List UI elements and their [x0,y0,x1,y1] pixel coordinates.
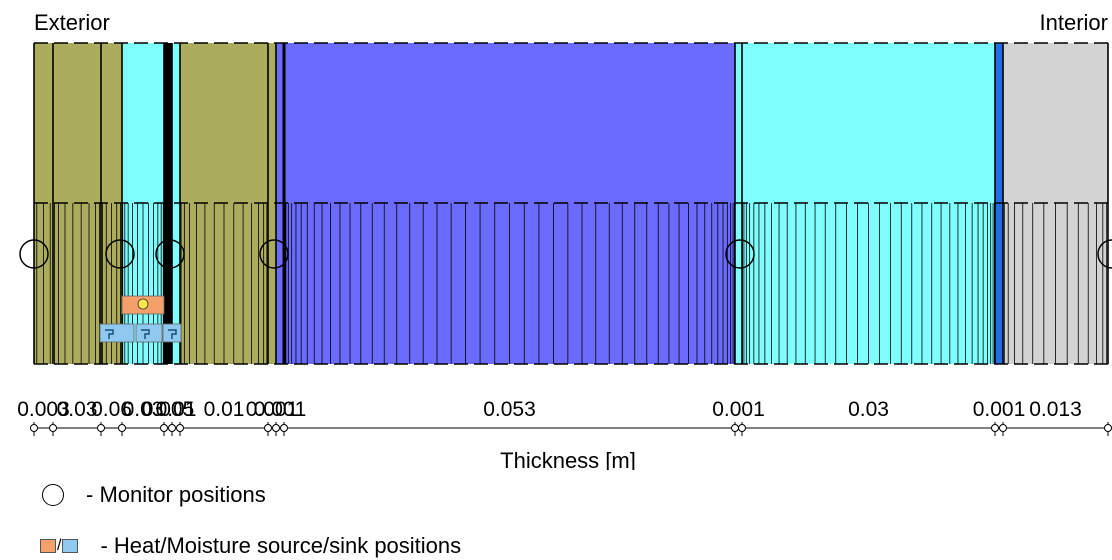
axis-node [30,424,38,432]
axis-node [991,424,999,432]
tap-icon [141,329,150,339]
axis-node [264,424,272,432]
axis-node [97,424,105,432]
monitor-circle [155,239,185,269]
axis-node [738,424,746,432]
thickness-tick-label: 0.06 [91,398,132,421]
thickness-tick-label: 0.01 [156,398,197,421]
monitor-circle [19,239,49,269]
monitor-circle-icon [42,484,64,506]
thickness-tick-label: 0.003 [17,398,70,421]
thickness-tick-label: 0.001 [254,398,307,421]
grid-lines [33,42,1109,365]
thickness-tick-label: 0.03 [848,398,889,421]
interior-label: Interior [1039,10,1108,35]
legend-source: / - Heat/Moisture source/sink positions [40,533,461,559]
monitor-circle [259,239,289,269]
monitor-markers [19,239,1112,269]
axis-title: Thickness [m] [500,448,636,470]
monitor-circle [105,239,135,269]
thickness-tick-label: 0.001 [712,398,765,421]
axis-node [272,424,280,432]
moisture-source-marker [162,323,182,343]
axis-node [160,424,168,432]
heat-source-icon [40,539,56,553]
axis-node [280,424,288,432]
monitor-circle [1097,239,1112,269]
moisture-source-marker [99,323,135,343]
thickness-tick-label: 0.053 [483,398,536,421]
thickness-tick-label: 0.001 [973,398,1026,421]
axis-node [176,424,184,432]
axis-node [731,424,739,432]
thickness-tick-label: 0.03 [57,398,98,421]
thickness-tick-label: 0.03 [123,398,164,421]
axis-node [1104,424,1112,432]
dark-layer-strip [164,43,172,364]
axis-node [999,424,1007,432]
legend-source-label: - Heat/Moisture source/sink positions [100,533,462,558]
layer-block [268,43,276,364]
axis-node [118,424,126,432]
axis-node [49,424,57,432]
source-sink-icons: / [40,537,79,555]
tap-icon [168,329,177,339]
exterior-label: Exterior [34,10,110,35]
legend-monitor-label: - Monitor positions [86,482,266,507]
thickness-tick-label: 0.005 [142,398,195,421]
axis-node [168,424,176,432]
tap-icon [105,329,114,339]
source-markers [99,295,182,343]
bulb-icon [137,298,149,310]
thickness-tick-label: 0.001 [246,398,299,421]
monitor-circle [725,239,755,269]
moisture-source-icon [62,539,79,553]
legend-monitor: - Monitor positions [42,482,266,508]
thickness-tick-label: 0.013 [1029,398,1082,421]
thickness-tick-label: 0.01 [204,398,245,421]
